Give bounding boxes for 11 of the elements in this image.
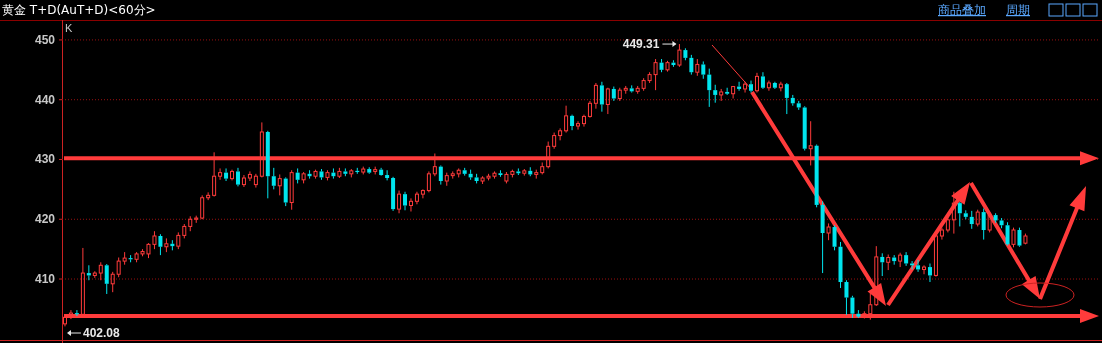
y-tick-label: 420 bbox=[34, 212, 56, 227]
text: 周期 bbox=[1006, 3, 1030, 17]
y-tick-label: 410 bbox=[34, 272, 56, 287]
y-tick-label: 430 bbox=[34, 152, 56, 167]
annotation: K bbox=[65, 22, 73, 34]
chart-title: 黄金 T+D(AuT+D)<60分> bbox=[2, 3, 156, 17]
y-tick-label: 450 bbox=[34, 32, 56, 47]
annotation: 449.31 bbox=[622, 37, 660, 52]
text: 商品叠加 bbox=[938, 3, 986, 17]
y-tick-label: 440 bbox=[34, 92, 56, 107]
annotation: 402.08 bbox=[82, 326, 121, 340]
